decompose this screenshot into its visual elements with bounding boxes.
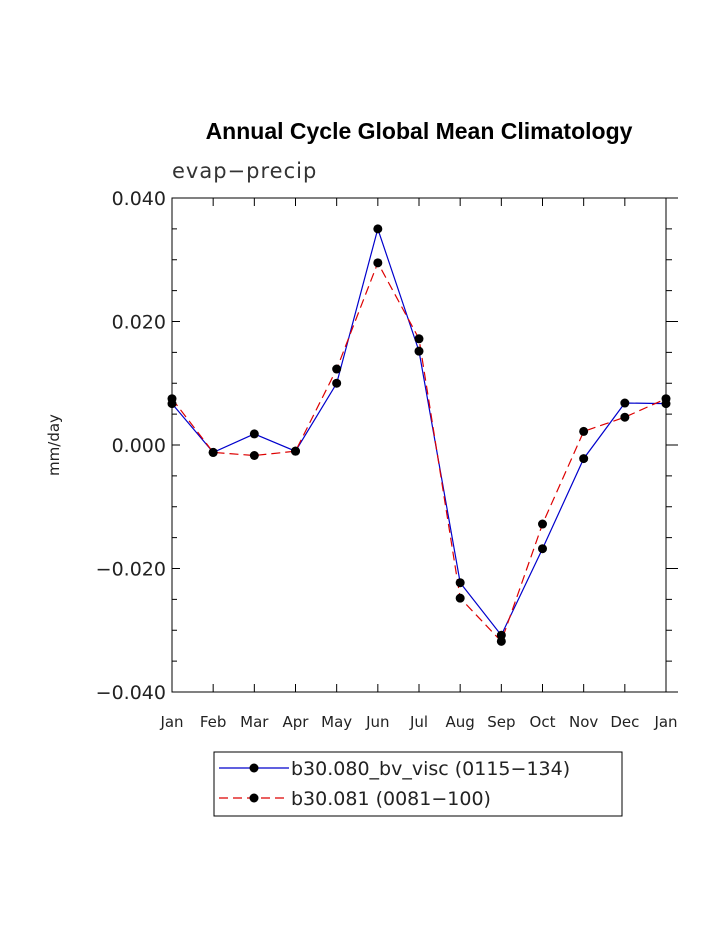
series-2-point — [332, 364, 342, 374]
y-tick-label: 0.040 — [112, 188, 166, 210]
series-1-point — [496, 630, 506, 640]
x-tick-label: Aug — [446, 713, 475, 731]
chart-title: Annual Cycle Global Mean Climatology — [206, 118, 633, 144]
series-2-point — [661, 394, 671, 404]
series-1-point — [455, 578, 465, 588]
legend-marker-series-1 — [249, 763, 259, 773]
series-2-point — [455, 593, 465, 603]
y-tick-label: −0.020 — [96, 559, 166, 581]
series-2-point — [167, 394, 177, 404]
series-1-point — [620, 398, 630, 408]
x-tick-label: May — [321, 713, 352, 731]
legend-marker-series-2 — [249, 793, 259, 803]
series-2-point — [496, 636, 506, 646]
y-tick-label: 0.020 — [112, 312, 166, 334]
series-2-point — [291, 446, 300, 456]
x-tick-label: Jul — [409, 713, 428, 731]
y-tick-label: 0.000 — [112, 435, 166, 457]
series-1-point — [538, 544, 547, 554]
x-tick-label: Mar — [240, 713, 269, 731]
series-2-point — [414, 334, 424, 344]
series-1-point — [249, 429, 259, 439]
plot-frame — [171, 197, 667, 693]
legend-label-series-1: b30.080_bv_visc (0115−134) — [291, 758, 570, 780]
series-2-point — [620, 412, 630, 422]
y-axis: 0.040 0.020 0.000 −0.020 −0.040 — [96, 188, 678, 704]
series-layer — [167, 224, 671, 646]
x-tick-label: Dec — [610, 713, 639, 731]
series-2-point — [249, 450, 259, 460]
series-2-point — [579, 426, 589, 436]
series-2-point — [208, 447, 218, 457]
x-tick-label: Apr — [283, 713, 310, 731]
x-tick-label: Jan — [653, 713, 677, 731]
x-tick-label: Nov — [569, 713, 598, 731]
x-tick-label: Oct — [530, 713, 556, 731]
series-1-point — [579, 454, 589, 464]
series-line-1 — [171, 226, 667, 637]
x-tick-label: Feb — [200, 713, 227, 731]
x-tick-label: Sep — [487, 713, 515, 731]
y-axis-label: mm/day — [45, 414, 63, 476]
series-1-point — [373, 224, 383, 234]
series-1-point — [414, 346, 424, 356]
series-2-point — [373, 258, 383, 268]
legend-box — [213, 751, 623, 817]
x-tick-label: Jun — [365, 713, 389, 731]
x-axis: Jan Feb Mar Apr May Jun Jul Aug Sep Oct Nov Dec Jan — [159, 198, 678, 731]
chart-subtitle: evap−precip — [172, 159, 317, 183]
legend: b30.080_bv_visc (0115−134) b30.081 (0081… — [213, 751, 623, 817]
series-line-2 — [171, 261, 667, 643]
series-1-point — [332, 378, 342, 388]
series-2-point — [538, 519, 547, 529]
y-tick-label: −0.040 — [96, 682, 166, 704]
legend-label-series-2: b30.081 (0081−100) — [291, 788, 491, 810]
x-tick-label: Jan — [159, 713, 183, 731]
